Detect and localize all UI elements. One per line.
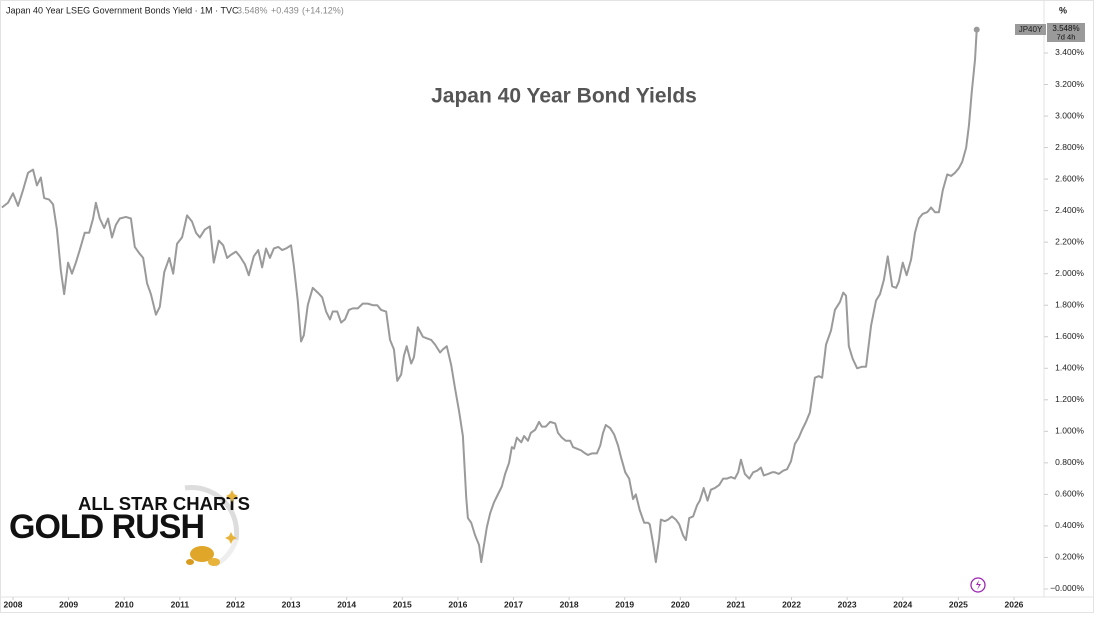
x-tick-label: 2012 (226, 599, 245, 609)
x-tick-label: 2019 (615, 599, 634, 609)
logo: ALL STAR CHARTS GOLD RUSH (9, 485, 250, 568)
x-tick-label: 2015 (393, 599, 412, 609)
y-unit: % (1059, 5, 1067, 15)
y-tick-label: 0.600% (1055, 489, 1084, 499)
price-tag-value: 3.548% (1052, 24, 1079, 33)
price-tag (1047, 23, 1085, 42)
gold-nugget (186, 559, 194, 565)
gold-nugget (208, 558, 220, 566)
chart-subtitle: Japan 40 Year LSEG Government Bonds Yiel… (6, 5, 239, 15)
last-value: 3.548% (237, 5, 268, 15)
logo-arc (184, 485, 240, 541)
y-tick-label: 2.200% (1055, 236, 1084, 246)
icon-circle (970, 577, 986, 593)
x-tick-label: 2008 (4, 599, 23, 609)
x-tick-label: 2022 (782, 599, 801, 609)
x-tick-label: 2020 (671, 599, 690, 609)
x-tick-label: 2017 (504, 599, 523, 609)
y-tick-label: 1.000% (1055, 426, 1084, 436)
series-name: JP40Y (1019, 25, 1043, 34)
change-percent: (+14.12%) (302, 5, 344, 15)
x-tick-label: 2009 (59, 599, 78, 609)
gold-nugget (190, 546, 214, 562)
y-tick-label: 0.800% (1055, 457, 1084, 467)
y-tick-label: 2.400% (1055, 205, 1084, 215)
x-tick-label: 2023 (838, 599, 857, 609)
sparkle (225, 532, 237, 544)
sparkle (226, 490, 238, 502)
lightning-icon (970, 577, 986, 593)
x-tick-label: 2011 (171, 599, 190, 609)
change: +0.439 (271, 5, 299, 15)
y-tick-label: 2.800% (1055, 142, 1084, 152)
y-tick-label: 1.200% (1055, 394, 1084, 404)
y-tick-label: −0.000% (1050, 583, 1084, 593)
y-tick-label: 0.400% (1055, 520, 1084, 530)
x-tick-label: 2024 (893, 599, 912, 609)
x-tick-label: 2021 (726, 599, 745, 609)
series-tag (1015, 24, 1046, 35)
chart-title: Japan 40 Year Bond Yields (431, 85, 697, 108)
y-tick-label: 1.400% (1055, 363, 1084, 373)
y-tick-label: 0.200% (1055, 552, 1084, 562)
y-tick-label: 1.800% (1055, 299, 1084, 309)
x-tick-label: 2018 (560, 599, 579, 609)
y-tick-label: 1.600% (1055, 331, 1084, 341)
y-tick-label: 2.600% (1055, 173, 1084, 183)
logo-top: ALL STAR CHARTS (78, 493, 250, 514)
y-tick-label: 3.400% (1055, 47, 1084, 57)
last-point (973, 26, 980, 33)
y-tick-label: 2.000% (1055, 268, 1084, 278)
y-tick-label: 3.000% (1055, 110, 1084, 120)
x-tick-label: 2016 (448, 599, 467, 609)
countdown: 7d 4h (1057, 32, 1076, 41)
x-tick-label: 2013 (282, 599, 301, 609)
x-tick-label: 2010 (115, 599, 134, 609)
x-tick-label: 2025 (949, 599, 968, 609)
icon-bolt (976, 580, 981, 590)
y-tick-label: 3.200% (1055, 79, 1084, 89)
series-line (1, 29, 978, 564)
logo-bottom: GOLD RUSH (9, 508, 204, 546)
x-tick-label: 2014 (337, 599, 356, 609)
x-tick-label: 2026 (1005, 599, 1024, 609)
